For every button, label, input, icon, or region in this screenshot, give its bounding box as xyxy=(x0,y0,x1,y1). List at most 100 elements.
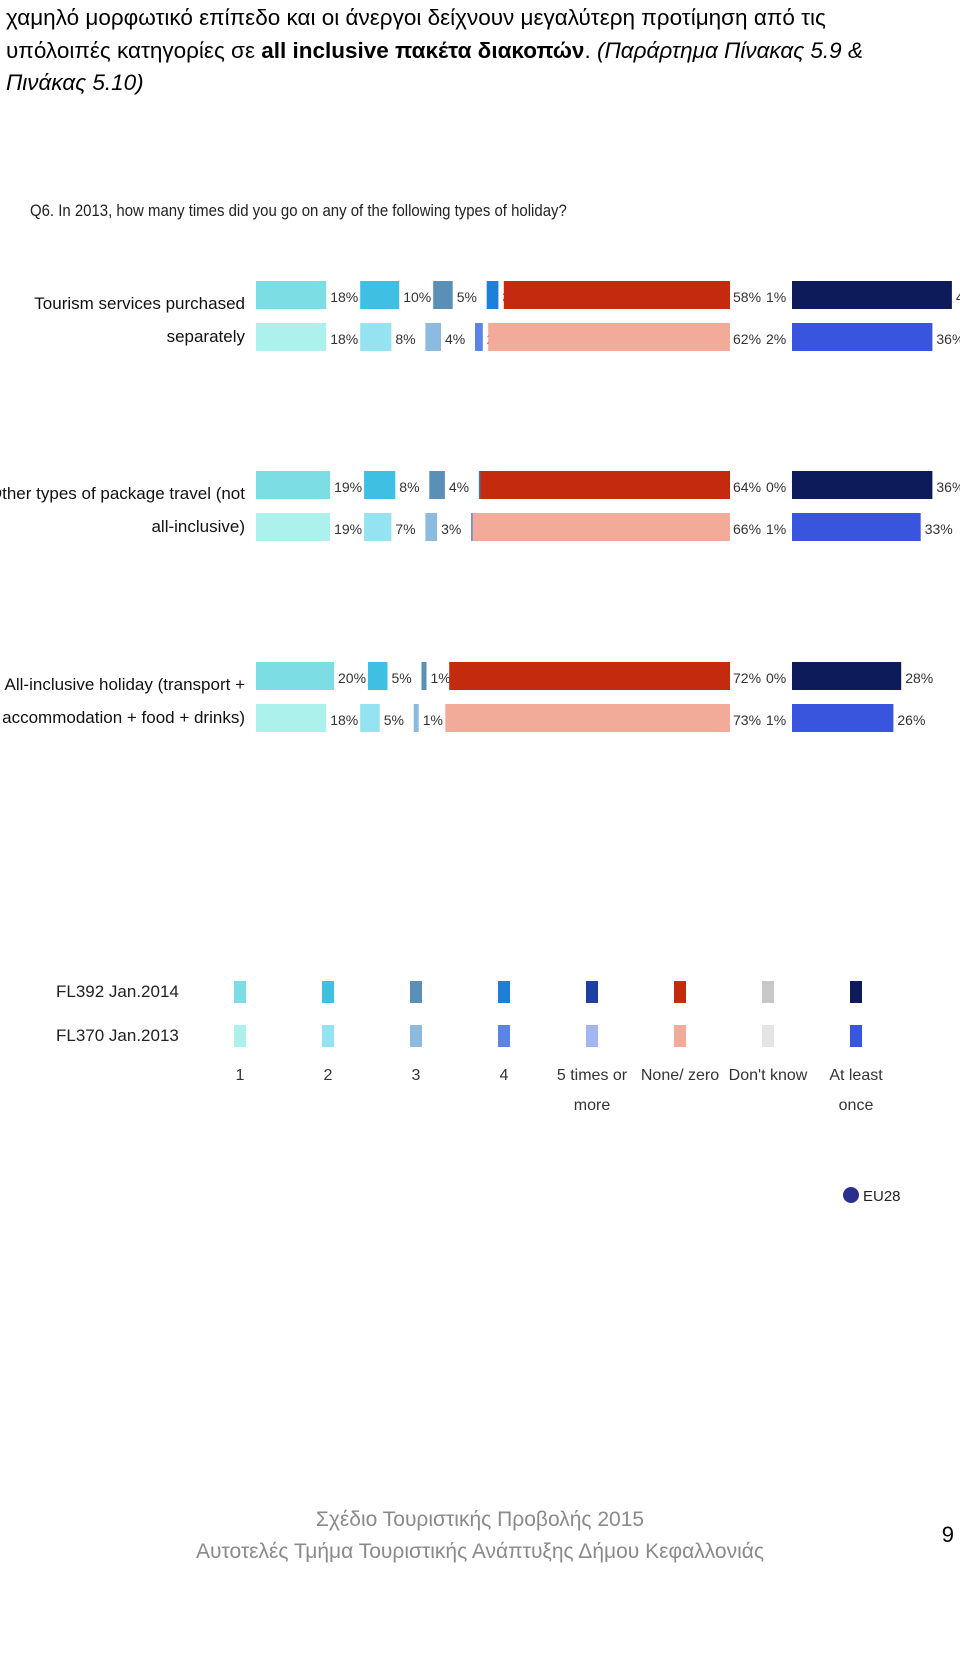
legend-option-label: None/ zero xyxy=(641,1067,719,1084)
bar-value-label: 73% xyxy=(733,712,761,728)
footer-subtitle: Αυτοτελές Τμήμα Τουριστικής Ανάπτυξης Δή… xyxy=(195,1540,765,1563)
bar-value-label: 0% xyxy=(766,670,786,686)
bar-segment xyxy=(256,281,327,309)
bar-value-label: 33% xyxy=(925,521,953,537)
bar-value-label: 2% xyxy=(766,331,786,347)
legend-swatch xyxy=(762,981,774,1003)
bar-value-label: 58% xyxy=(733,289,761,305)
legend-option-label: more xyxy=(574,1097,611,1114)
page-number: 9 xyxy=(941,1522,954,1547)
bar-segment-at-least-once xyxy=(792,471,933,499)
legend-swatch xyxy=(410,981,422,1003)
bar-value-label: 20% xyxy=(338,670,366,686)
bar-value-label: 1% xyxy=(766,712,786,728)
intro-line-3: Πινάκας 5.10) xyxy=(6,67,954,100)
bar-value-label: 18% xyxy=(330,289,358,305)
eu28-label: EU28 xyxy=(863,1188,901,1205)
bar-value-label: 64% xyxy=(733,479,761,495)
legend-swatch xyxy=(586,1025,598,1047)
bar-segment xyxy=(421,662,427,690)
bar-value-label: 19% xyxy=(334,521,362,537)
bar-segment xyxy=(256,704,327,732)
bar-value-label: 5% xyxy=(457,289,477,305)
bar-value-label: 36% xyxy=(936,479,960,495)
bar-segment-none xyxy=(488,323,730,351)
bar-segment xyxy=(360,323,392,351)
legend-swatch xyxy=(498,981,510,1003)
bar-value-label: 1% xyxy=(766,521,786,537)
legend-swatch xyxy=(410,1025,422,1047)
bar-segment xyxy=(429,471,445,499)
bar-value-label: 0% xyxy=(766,479,786,495)
bar-segment-none xyxy=(449,662,730,690)
bar-segment xyxy=(368,662,388,690)
intro-line-3-italic: Πινάκας 5.10) xyxy=(6,70,144,95)
bar-value-label: 19% xyxy=(334,479,362,495)
legend-series-label: FL370 Jan.2013 xyxy=(56,1026,179,1045)
bar-value-label: 72% xyxy=(733,670,761,686)
chart-title: Q6. In 2013, how many times did you go o… xyxy=(30,202,567,220)
intro-line-2-period: . xyxy=(584,37,591,63)
bar-segment xyxy=(364,513,392,541)
legend-option-label: 3 xyxy=(412,1067,421,1084)
legend-option-label: 4 xyxy=(500,1067,509,1084)
legend-option-label: 5 times or xyxy=(557,1067,628,1084)
legend-swatch xyxy=(674,1025,686,1047)
category-label: Tourism services purchased xyxy=(34,294,245,313)
bar-segment xyxy=(425,513,438,541)
bar-value-label: 36% xyxy=(936,331,960,347)
bar-segment xyxy=(486,281,499,309)
category-label: all-inclusive) xyxy=(151,517,245,536)
legend-swatch xyxy=(674,981,686,1003)
legend-swatch xyxy=(322,981,334,1003)
bar-value-label: 5% xyxy=(392,670,412,686)
intro-line-2-text: υπόλοιπές κατηγορίες σε xyxy=(6,37,262,63)
footer-title: Σχέδιο Τουριστικής Προβολής 2015 xyxy=(315,1508,645,1531)
bar-segment-at-least-once xyxy=(792,704,894,732)
bar-segment xyxy=(360,704,380,732)
bar-value-label: 1% xyxy=(423,712,443,728)
bar-segment xyxy=(256,323,327,351)
intro-line-2-bold: all inclusive πακέτα διακοπών xyxy=(261,37,585,63)
bar-value-label: 26% xyxy=(897,712,925,728)
bar-value-label: 1% xyxy=(431,670,451,686)
bar-segment-none xyxy=(472,513,730,541)
legend-swatch xyxy=(234,1025,246,1047)
legend-swatch xyxy=(850,981,862,1003)
bar-value-label: 62% xyxy=(733,331,761,347)
bar-segment-at-least-once xyxy=(792,281,952,309)
bar-value-label: 7% xyxy=(395,521,415,537)
legend-swatch xyxy=(498,1025,510,1047)
bar-segment xyxy=(364,471,396,499)
bar-value-label: 1% xyxy=(766,289,786,305)
legend-option-label: 1 xyxy=(236,1067,245,1084)
legend-swatch xyxy=(762,1025,774,1047)
bar-segment-none xyxy=(480,471,730,499)
bar-segment-none xyxy=(445,704,730,732)
bar-segment xyxy=(433,281,453,309)
legend-swatch xyxy=(234,981,246,1003)
bar-value-label: 5% xyxy=(384,712,404,728)
eurobarometer-chart: Q6. In 2013, how many times did you go o… xyxy=(0,202,960,1205)
legend-option-label: once xyxy=(839,1097,874,1114)
bar-segment-none xyxy=(503,281,730,309)
bar-value-label: 28% xyxy=(905,670,933,686)
legend-swatch xyxy=(586,981,598,1003)
bar-segment-at-least-once xyxy=(792,513,921,541)
bar-value-label: 10% xyxy=(403,289,431,305)
bar-segment xyxy=(256,471,331,499)
bar-segment xyxy=(360,281,400,309)
legend-option-label: Don't know xyxy=(729,1067,808,1084)
eu-flag-icon xyxy=(843,1187,859,1203)
legend-swatch xyxy=(850,1025,862,1047)
intro-line-1: χαμηλό μορφωτικό επίπεδο και οι άνεργοι … xyxy=(6,5,826,30)
category-label: separately xyxy=(167,327,246,346)
bar-value-label: 3% xyxy=(441,521,461,537)
bar-segment xyxy=(475,323,483,351)
category-label: Other types of package travel (not xyxy=(0,484,245,503)
bar-value-label: 18% xyxy=(330,712,358,728)
bar-segment xyxy=(256,662,334,690)
intro-line-2-italic: (Παράρτημα Πίνακας 5.9 & xyxy=(590,37,863,63)
category-label: All-inclusive holiday (transport + xyxy=(5,675,246,694)
bar-segment xyxy=(256,513,331,541)
